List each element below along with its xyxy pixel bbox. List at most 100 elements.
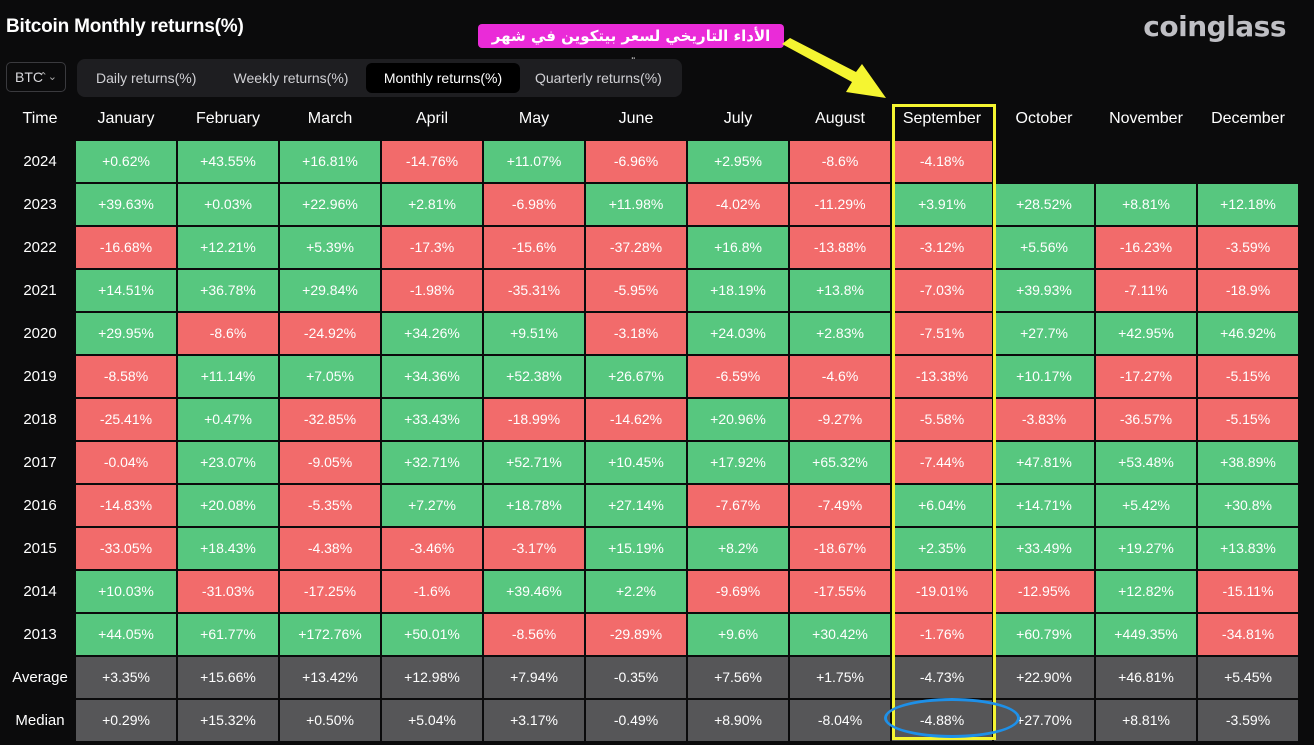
return-cell: -36.57% bbox=[1096, 399, 1196, 440]
return-cell: +23.07% bbox=[178, 442, 278, 483]
return-cell: +28.52% bbox=[994, 184, 1094, 225]
table-header-month: March bbox=[307, 110, 353, 127]
return-cell: +33.49% bbox=[994, 528, 1094, 569]
row-label-median: Median bbox=[15, 712, 65, 729]
return-cell: -5.15% bbox=[1198, 399, 1298, 440]
return-cell: +11.07% bbox=[484, 141, 584, 182]
return-cell: +61.77% bbox=[178, 614, 278, 655]
table-header-month: November bbox=[1109, 110, 1183, 127]
return-cell: +30.42% bbox=[790, 614, 890, 655]
return-cell: +13.83% bbox=[1198, 528, 1298, 569]
coin-select[interactable]: BTC ⌃⌄ bbox=[6, 62, 66, 92]
return-cell: -8.58% bbox=[76, 356, 176, 397]
return-cell: -34.81% bbox=[1198, 614, 1298, 655]
table-header-month: December bbox=[1211, 110, 1285, 127]
summary-cell: +46.81% bbox=[1096, 657, 1196, 698]
tab-quarterly-returns[interactable]: Quarterly returns(%) bbox=[535, 70, 662, 86]
return-cell: -9.69% bbox=[688, 571, 788, 612]
return-cell: -0.04% bbox=[76, 442, 176, 483]
chevron-updown-icon: ⌃⌄ bbox=[38, 71, 57, 83]
return-cell: -25.41% bbox=[76, 399, 176, 440]
row-label-year: 2017 bbox=[23, 454, 57, 471]
return-cell: +2.81% bbox=[382, 184, 482, 225]
return-cell: +0.03% bbox=[178, 184, 278, 225]
summary-cell: +15.66% bbox=[178, 657, 278, 698]
return-cell: +29.95% bbox=[76, 313, 176, 354]
return-cell: +172.76% bbox=[280, 614, 380, 655]
return-cell: -17.27% bbox=[1096, 356, 1196, 397]
row-label-year: 2014 bbox=[23, 583, 57, 600]
return-cell: +44.05% bbox=[76, 614, 176, 655]
return-cell: +13.8% bbox=[790, 270, 890, 311]
return-cell: -7.51% bbox=[892, 313, 992, 354]
return-cell: +449.35% bbox=[1096, 614, 1196, 655]
return-cell: +14.71% bbox=[994, 485, 1094, 526]
return-cell: -3.18% bbox=[586, 313, 686, 354]
row-label-year: 2018 bbox=[23, 411, 57, 428]
return-cell: +0.47% bbox=[178, 399, 278, 440]
return-cell: +11.14% bbox=[178, 356, 278, 397]
summary-cell: +7.56% bbox=[688, 657, 788, 698]
return-cell: -3.59% bbox=[1198, 227, 1298, 268]
return-cell: -35.31% bbox=[484, 270, 584, 311]
return-cell: +7.05% bbox=[280, 356, 380, 397]
return-cell: -32.85% bbox=[280, 399, 380, 440]
table-header-month: August bbox=[815, 110, 865, 127]
summary-cell: +5.04% bbox=[382, 700, 482, 741]
tab-weekly-returns[interactable]: Weekly returns(%) bbox=[233, 70, 349, 86]
return-cell: -6.98% bbox=[484, 184, 584, 225]
return-cell: +26.67% bbox=[586, 356, 686, 397]
return-cell: +33.43% bbox=[382, 399, 482, 440]
tab-daily-returns[interactable]: Daily returns(%) bbox=[96, 70, 197, 86]
return-cell: +12.21% bbox=[178, 227, 278, 268]
return-cell: -16.23% bbox=[1096, 227, 1196, 268]
summary-cell: +3.17% bbox=[484, 700, 584, 741]
table-header-month: February bbox=[195, 110, 261, 127]
summary-cell: -0.49% bbox=[586, 700, 686, 741]
return-cell: +12.18% bbox=[1198, 184, 1298, 225]
summary-cell: +5.45% bbox=[1198, 657, 1298, 698]
summary-cell: +15.32% bbox=[178, 700, 278, 741]
return-cell: +15.19% bbox=[586, 528, 686, 569]
return-cell: -4.38% bbox=[280, 528, 380, 569]
return-cell: -3.17% bbox=[484, 528, 584, 569]
return-cell: -3.46% bbox=[382, 528, 482, 569]
tab-monthly-returns[interactable]: Monthly returns(%) bbox=[366, 63, 520, 93]
return-cell: +2.95% bbox=[688, 141, 788, 182]
return-cell: -8.6% bbox=[790, 141, 890, 182]
return-cell: -37.28% bbox=[586, 227, 686, 268]
return-cell: +2.35% bbox=[892, 528, 992, 569]
return-cell: -3.83% bbox=[994, 399, 1094, 440]
return-cell: -14.83% bbox=[76, 485, 176, 526]
return-cell: -17.25% bbox=[280, 571, 380, 612]
row-label-year: 2019 bbox=[23, 368, 57, 385]
return-cell: -5.15% bbox=[1198, 356, 1298, 397]
return-cell: -4.02% bbox=[688, 184, 788, 225]
return-cell: -19.01% bbox=[892, 571, 992, 612]
return-cell: -17.3% bbox=[382, 227, 482, 268]
return-cell: +2.2% bbox=[586, 571, 686, 612]
return-cell: +53.48% bbox=[1096, 442, 1196, 483]
return-cell: +22.96% bbox=[280, 184, 380, 225]
returns-period-tabs: Daily returns(%) Weekly returns(%) Month… bbox=[77, 59, 682, 97]
return-cell: -18.9% bbox=[1198, 270, 1298, 311]
return-cell: +20.08% bbox=[178, 485, 278, 526]
table-header-month: July bbox=[723, 110, 753, 127]
summary-cell: +0.29% bbox=[76, 700, 176, 741]
summary-cell: +8.90% bbox=[688, 700, 788, 741]
return-cell: -7.11% bbox=[1096, 270, 1196, 311]
summary-cell: +12.98% bbox=[382, 657, 482, 698]
return-cell: +2.83% bbox=[790, 313, 890, 354]
summary-cell: -4.88% bbox=[892, 700, 992, 741]
table-header-time: Time bbox=[22, 110, 58, 127]
return-cell: +8.81% bbox=[1096, 184, 1196, 225]
return-cell: -8.6% bbox=[178, 313, 278, 354]
return-cell: -13.88% bbox=[790, 227, 890, 268]
return-cell: +29.84% bbox=[280, 270, 380, 311]
return-cell: -7.67% bbox=[688, 485, 788, 526]
row-label-average: Average bbox=[12, 669, 68, 686]
return-cell: +5.56% bbox=[994, 227, 1094, 268]
return-cell: +32.71% bbox=[382, 442, 482, 483]
return-cell: +18.19% bbox=[688, 270, 788, 311]
summary-cell: -0.35% bbox=[586, 657, 686, 698]
